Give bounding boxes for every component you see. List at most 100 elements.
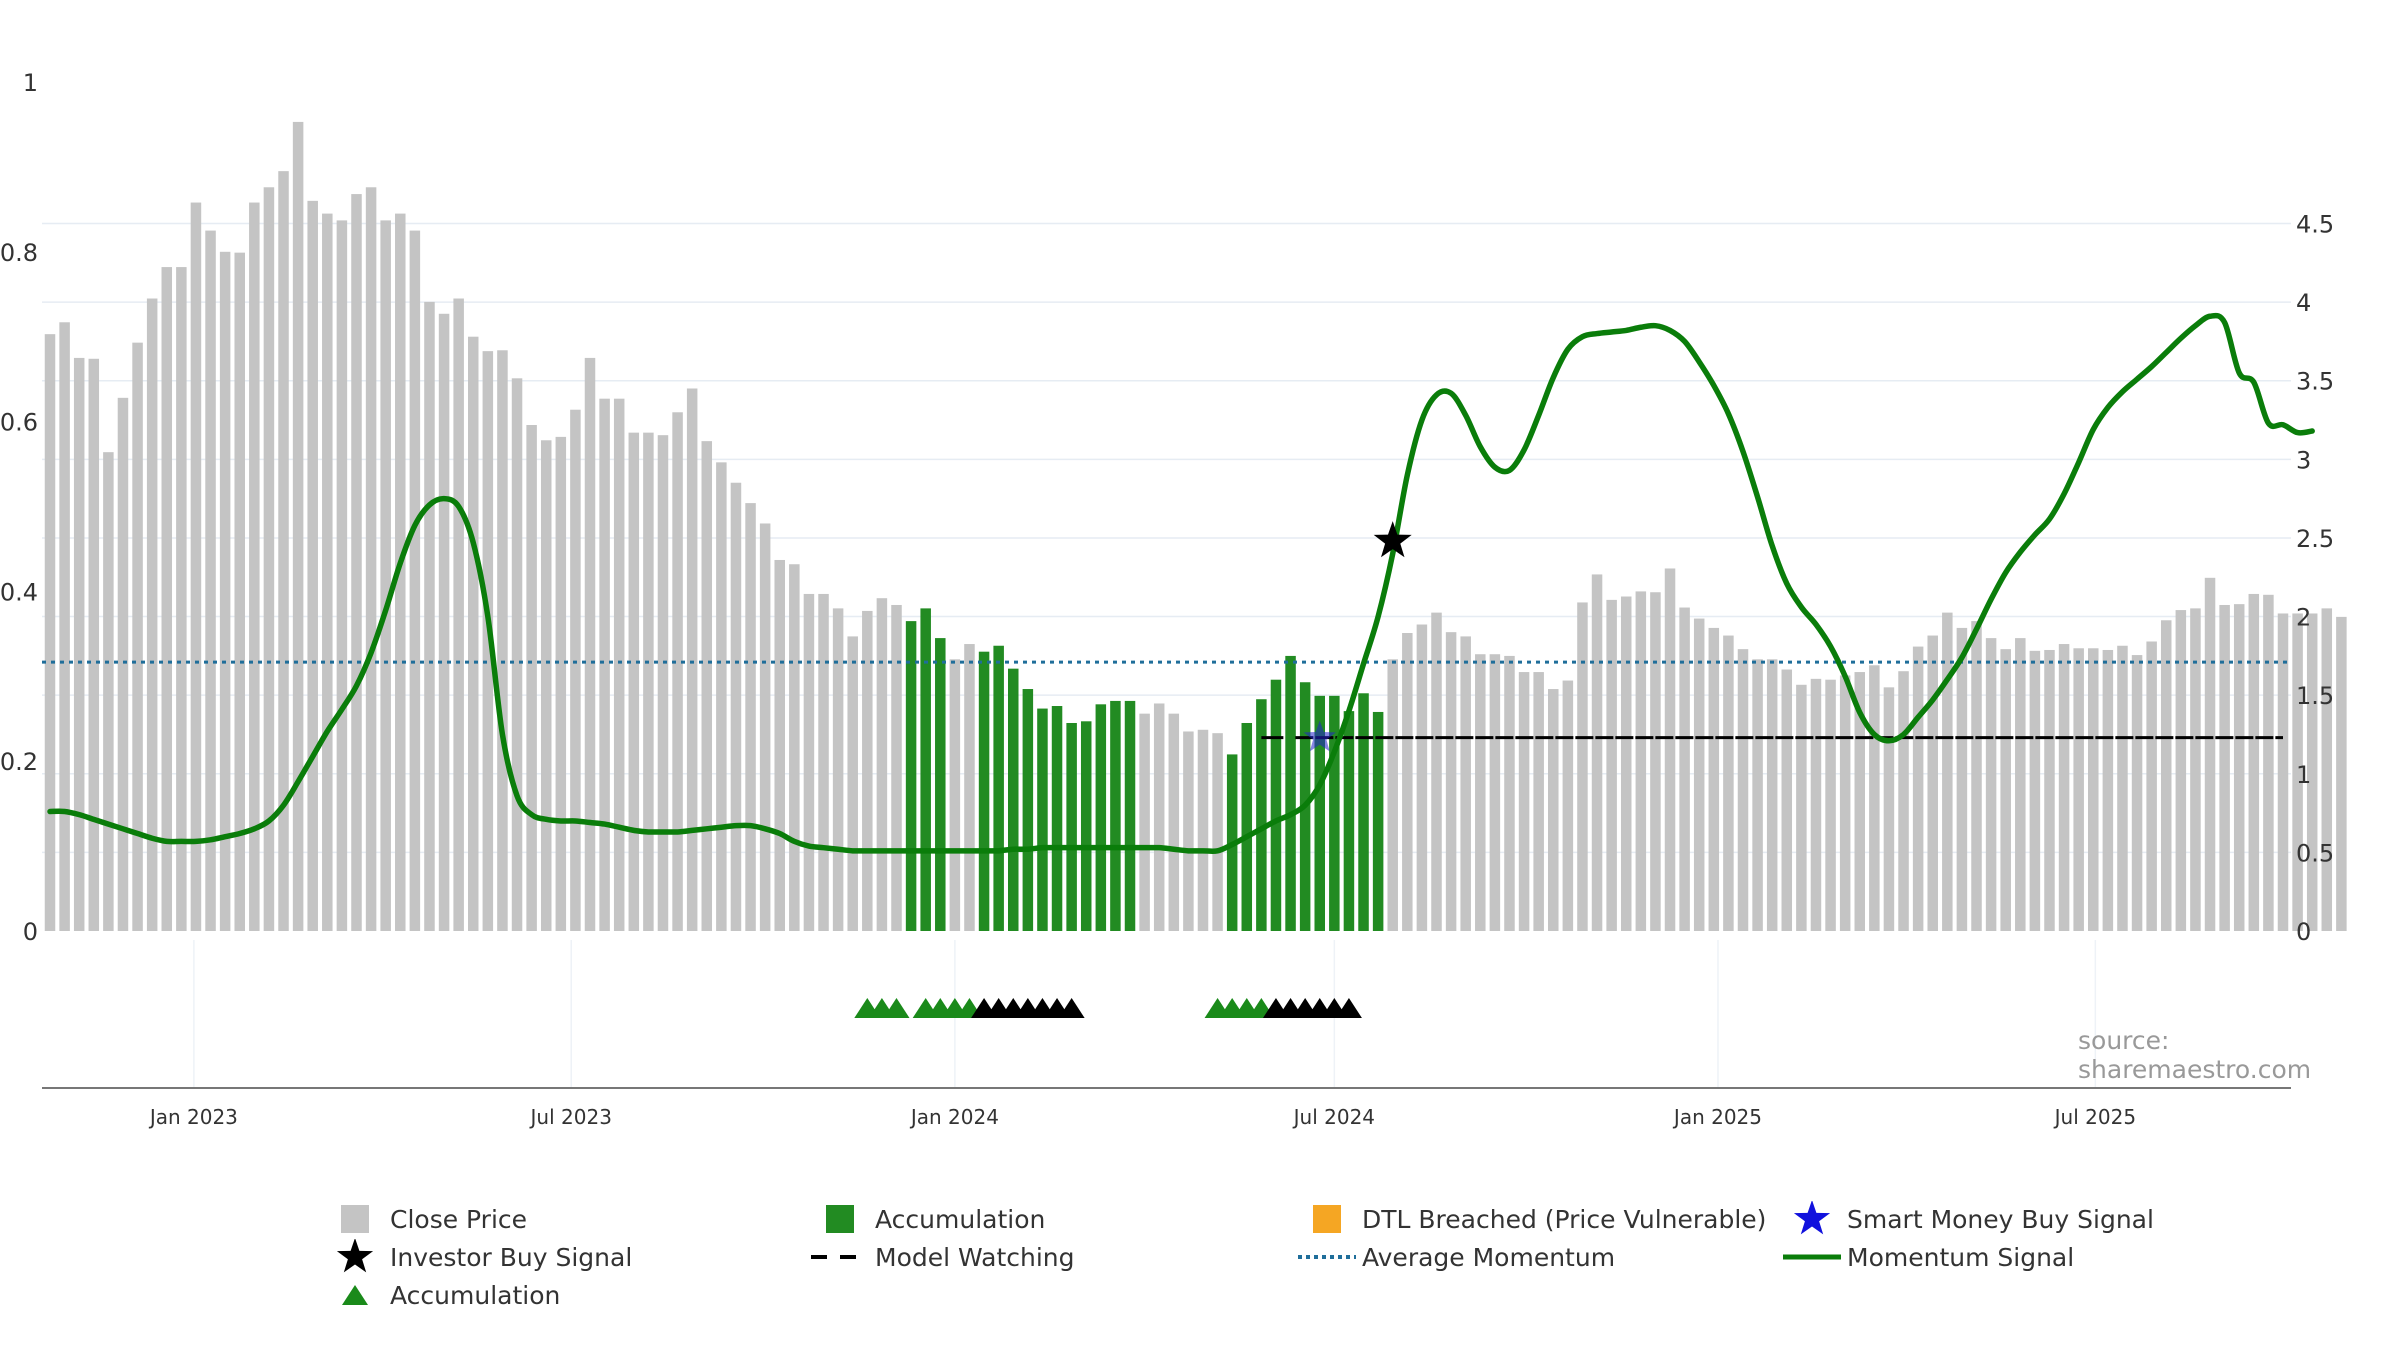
close-price-bar [876, 598, 888, 931]
close-price-bar [1912, 646, 1924, 931]
close-price-bar [497, 350, 508, 931]
accumulation-bar [1358, 693, 1369, 931]
accumulation-bar [1095, 704, 1107, 931]
close-price-bar [1679, 607, 1690, 931]
close-price-bar [555, 436, 567, 931]
close-price-bar [2102, 649, 2114, 931]
x-axis-tick-label: Jul 2024 [1292, 1105, 1375, 1129]
close-price-bar [2190, 608, 2201, 931]
x-axis-tick-label: Jan 2025 [1672, 1105, 1762, 1129]
close-price-bar [1518, 672, 1530, 931]
close-price-bar [1168, 713, 1180, 931]
close-price-bar [891, 604, 902, 931]
close-price-bar [628, 432, 640, 931]
close-price-bar [2131, 655, 2143, 931]
investor-buy-star [1373, 521, 1412, 558]
close-price-bar [467, 336, 479, 931]
close-price-bar [2204, 577, 2216, 931]
close-price-bar [2146, 641, 2157, 931]
close-price-bar [599, 398, 610, 931]
close-price-bar [1737, 649, 1749, 931]
close-price-bar [1460, 636, 1471, 931]
accumulation-bar [978, 651, 990, 931]
momentum-lines [42, 312, 2315, 855]
close-price-bar [1766, 659, 1778, 931]
close-price-bar [2044, 649, 2055, 931]
close-price-bar [1854, 672, 1866, 931]
close-price-bar [278, 171, 289, 931]
close-price-bar [949, 659, 961, 931]
grid-lines [42, 222, 2291, 1088]
close-price-bar [380, 220, 391, 932]
close-price-bar [234, 252, 245, 932]
right-axis-tick-label: 1 [2296, 761, 2311, 789]
close-price-bar [570, 409, 581, 931]
close-price-bar [395, 213, 406, 932]
accumulation-bar [1124, 700, 1136, 931]
close-price-bar [44, 334, 56, 931]
left-axis-tick-label: 0.6 [0, 409, 38, 437]
right-axis-tick-label: 3.5 [2296, 368, 2334, 396]
close-price-bar [526, 424, 537, 931]
x-axis-tick-label: Jan 2024 [909, 1105, 999, 1129]
accumulation-bar [993, 645, 1004, 931]
close-price-bar [1898, 671, 1909, 931]
left-axis-tick-label: 1 [23, 69, 38, 97]
close-price-bar [2000, 649, 2011, 931]
close-price-bar [2321, 608, 2333, 931]
close-price-bar [584, 357, 596, 931]
close-price-bar [1183, 731, 1194, 931]
x-axis-tick-label: Jul 2025 [2053, 1105, 2136, 1129]
close-price-bar [424, 301, 435, 931]
close-price-bar [2117, 645, 2128, 931]
close-price-bar [1956, 627, 1968, 931]
close-price-bar [2175, 610, 2187, 931]
close-price-bar [351, 194, 362, 931]
close-price-bar [2088, 648, 2099, 931]
close-price-bar [2306, 613, 2318, 931]
close-price-bars [44, 121, 2347, 932]
close-price-bar [117, 397, 129, 931]
smart-money-buy-star [1303, 720, 1336, 752]
close-price-bar [161, 267, 173, 931]
right-axis-tick-label: 2 [2296, 604, 2311, 632]
close-price-bar [1533, 672, 1544, 931]
close-price-bar [2219, 604, 2230, 931]
close-price-bar [1825, 679, 1836, 931]
close-price-bar [1139, 713, 1150, 931]
close-price-bar [1606, 599, 1617, 931]
close-price-bar [745, 503, 756, 931]
accumulation-bar [920, 608, 931, 931]
accumulation-bar [1329, 695, 1340, 931]
close-price-bar [1796, 684, 1807, 931]
x-axis-tick-label: Jul 2023 [529, 1105, 612, 1129]
close-price-bar [205, 230, 216, 931]
close-price-bar [1985, 638, 1997, 931]
close-price-bar [1781, 669, 1793, 931]
close-price-bar [964, 644, 975, 931]
close-price-bar [263, 187, 275, 931]
close-price-bar [818, 593, 829, 931]
accumulation-bar [1066, 722, 1077, 931]
close-price-bar [1723, 635, 1734, 931]
close-price-bar [1416, 624, 1428, 931]
close-price-bar [686, 388, 698, 931]
close-price-bar [2292, 613, 2303, 931]
close-price-bar [672, 412, 683, 931]
source-label: source: sharemaestro.com [2078, 1026, 2312, 1084]
close-price-bar [1153, 703, 1165, 931]
close-price-bar [1635, 591, 1647, 931]
accumulation-bar [1270, 679, 1282, 931]
close-price-bar [88, 358, 100, 931]
close-price-bar [1650, 592, 1661, 931]
x-axis-tick-label: Jan 2023 [148, 1105, 238, 1129]
close-price-bar [322, 213, 333, 932]
accumulation-bar [1372, 711, 1384, 931]
close-price-bar [774, 559, 785, 931]
close-price-bar [2248, 593, 2260, 931]
close-price-bar [730, 482, 742, 931]
close-price-bar [103, 452, 114, 931]
accumulation-bar [1037, 708, 1048, 931]
accumulation-triangle [883, 998, 910, 1018]
close-price-bar [1839, 675, 1851, 931]
